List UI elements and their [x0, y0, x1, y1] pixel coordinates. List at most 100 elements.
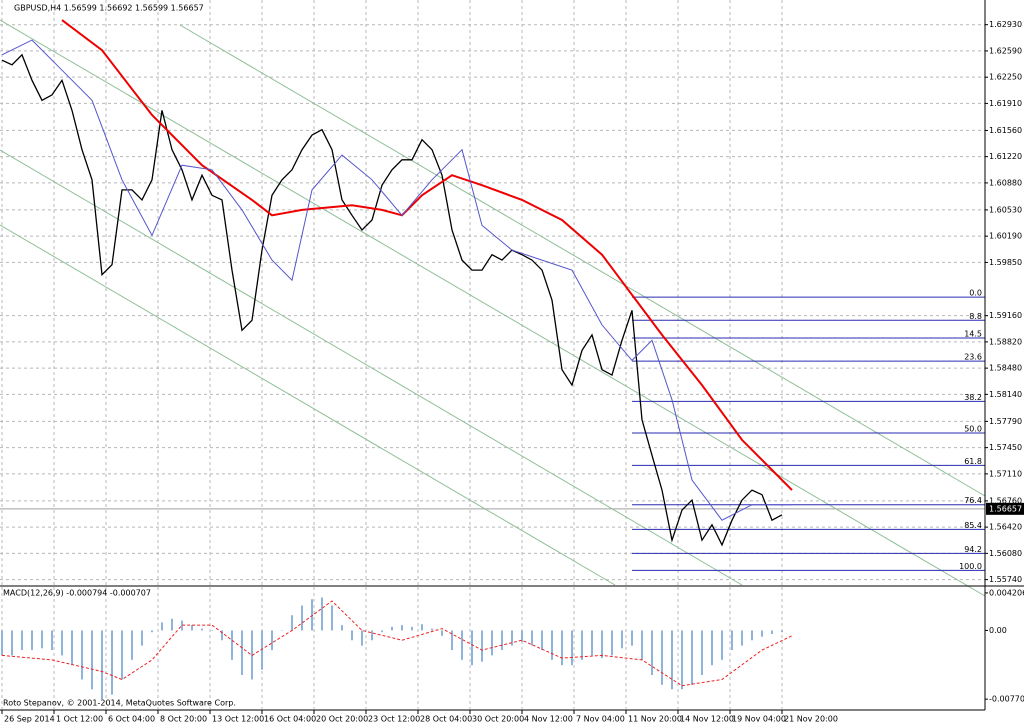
histogram-bar [281, 630, 283, 631]
grid [0, 0, 985, 709]
histogram-bar [241, 630, 243, 676]
histogram-bar [331, 605, 333, 631]
y-tick-label: 1.59850 [989, 258, 1022, 267]
histogram-bar [141, 630, 143, 646]
histogram-bar [631, 630, 633, 646]
histogram-bar [591, 630, 593, 656]
histogram-bar [781, 630, 783, 633]
histogram-bar [641, 630, 643, 660]
y-tick-label: 1.62250 [989, 73, 1022, 82]
y-tick-label: 1.61560 [989, 126, 1022, 135]
channel-line [0, 19, 986, 597]
histogram-bar [521, 630, 523, 643]
y-tick-label: 0.004206 [989, 588, 1024, 597]
histogram-bar [291, 615, 293, 631]
histogram-bar [171, 618, 173, 631]
x-tick-label: 28 Oct 04:00 [420, 715, 472, 724]
histogram-bar [81, 630, 83, 680]
y-tick-label: 1.58140 [989, 390, 1022, 399]
histogram-bar [101, 630, 103, 700]
histogram-bar [211, 630, 213, 631]
y-tick-label: 1.55740 [989, 575, 1022, 584]
histogram-bar [561, 630, 563, 666]
fib-label: 50.0 [964, 424, 982, 433]
histogram-bar [351, 630, 353, 641]
histogram-bar [221, 630, 223, 641]
x-tick-label: 21 Nov 20:00 [784, 715, 838, 724]
fib-label: 38.2 [964, 393, 982, 402]
x-tick-label: 23 Oct 12:00 [368, 715, 420, 724]
histogram-bar [511, 630, 513, 646]
channel-line [179, 24, 986, 497]
histogram-bar [161, 622, 163, 631]
histogram-bar [261, 630, 263, 670]
histogram-bar [671, 630, 673, 690]
x-tick-label: 11 Nov 20:00 [628, 715, 682, 724]
histogram-bar [701, 630, 703, 676]
y-tick-label: 1.62930 [989, 20, 1022, 29]
fib-label: 100.0 [959, 562, 982, 571]
histogram-bar [571, 630, 573, 666]
fib-label: 85.4 [964, 521, 982, 530]
histogram-bar [61, 630, 63, 656]
histogram-bar [491, 630, 493, 656]
histogram-bar [451, 630, 453, 651]
fib-label: 0.0 [969, 289, 982, 298]
y-tick-label: 1.56760 [989, 496, 1022, 505]
copyright: Roto Stepanov, © 2001-2014, MetaQuotes S… [3, 699, 236, 708]
series-line [61, 19, 793, 491]
histogram-bar [181, 620, 183, 631]
y-tick-label: 1.58480 [989, 364, 1022, 373]
histogram-bar [771, 630, 773, 634]
histogram-bar [111, 630, 113, 695]
y-tick-label: 1.60530 [989, 205, 1022, 214]
histogram-bar [551, 630, 553, 660]
y-tick-label: 1.62590 [989, 46, 1022, 55]
x-tick-label: 6 Oct 04:00 [108, 715, 155, 724]
histogram-bar [721, 630, 723, 660]
histogram-bar [661, 630, 663, 685]
x-tick-label: 8 Oct 20:00 [160, 715, 207, 724]
histogram-bar [11, 630, 13, 656]
y-tick-label: 1.57790 [989, 417, 1022, 426]
last-price-label: 1.56657 [989, 504, 1022, 513]
histogram-bar [121, 630, 123, 680]
x-tick-label: 16 Oct 04:00 [264, 715, 316, 724]
x-tick-label: 19 Nov 04:00 [732, 715, 786, 724]
x-tick-label: 1 Oct 12:00 [56, 715, 103, 724]
histogram-bar [41, 630, 43, 649]
histogram-bar [691, 630, 693, 685]
histogram-bar [741, 630, 743, 646]
fib-label: 14.5 [964, 330, 982, 339]
y-tick-label: 1.60190 [989, 232, 1022, 241]
histogram-bar [151, 630, 153, 633]
histogram-bar [1, 630, 3, 656]
histogram-bar [751, 630, 753, 641]
histogram-bar [361, 630, 363, 646]
histogram-bar [621, 630, 623, 649]
histogram-bar [21, 630, 23, 651]
histogram-bar [711, 630, 713, 666]
histogram-bar [341, 625, 343, 631]
x-tick-label: 7 Nov 04:00 [576, 715, 625, 724]
histogram-bar [381, 630, 383, 633]
x-tick-label: 14 Nov 12:00 [680, 715, 734, 724]
histogram-bar [581, 630, 583, 660]
histogram-bar [391, 626, 393, 631]
histogram-bar [401, 625, 403, 631]
histogram-bar [481, 630, 483, 662]
x-tick-label: 26 Sep 2014 [4, 715, 55, 724]
histogram-bar [31, 630, 33, 651]
series-line [1, 39, 792, 521]
y-tick-label: 1.56080 [989, 549, 1022, 558]
y-tick-label: 1.59160 [989, 311, 1022, 320]
fib-label: 61.8 [964, 457, 982, 466]
histogram-bar [761, 630, 763, 637]
indicator-title: MACD(12,26,9) -0.000794 -0.000707 [3, 589, 151, 598]
fib-label: 23.6 [964, 353, 982, 362]
fib-label: 76.4 [964, 496, 982, 505]
histogram-bar [411, 626, 413, 631]
histogram-bar [321, 597, 323, 631]
